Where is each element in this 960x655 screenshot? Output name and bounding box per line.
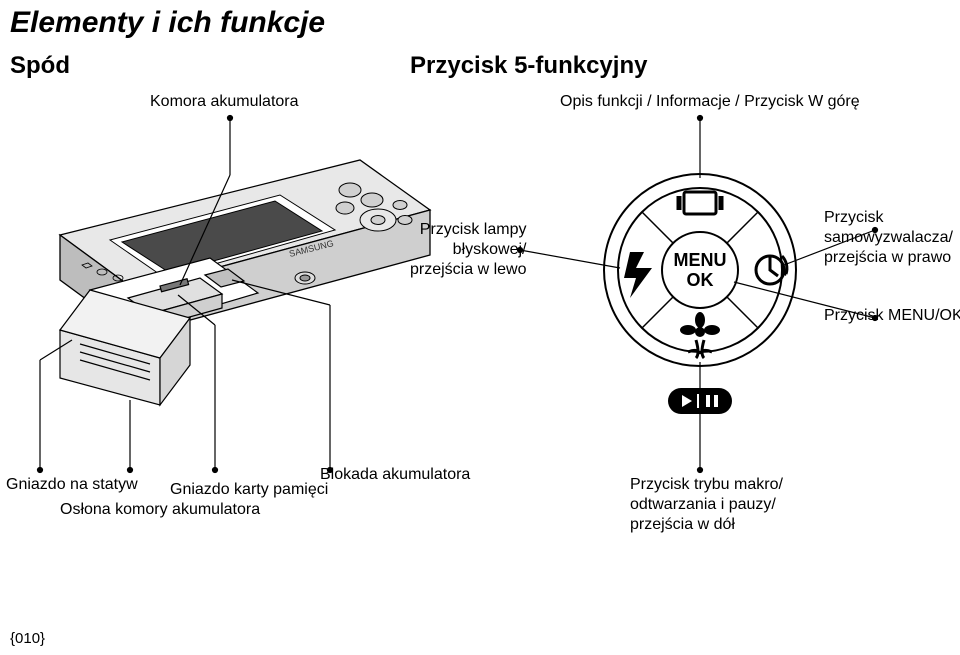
page-number: {010} <box>10 630 45 647</box>
menu-text: MENU <box>674 250 727 270</box>
label-lampa: Przycisk lampy błyskowej/ przejścia w le… <box>410 220 526 280</box>
label-opis: Opis funkcji / Informacje / Przycisk W g… <box>560 92 860 112</box>
label-blokada: Blokada akumulatora <box>320 465 470 485</box>
label-gniazdo-statyw: Gniazdo na statyw <box>6 475 138 495</box>
subtitle-5way: Przycisk 5-funkcyjny <box>410 52 647 80</box>
label-makro: Przycisk trybu makro/ odtwarzania i pauz… <box>630 475 783 535</box>
label-komora: Komora akumulatora <box>150 92 299 112</box>
diagram-area: SAMSUNG <box>0 80 960 560</box>
subtitle-bottom: Spód <box>10 52 70 80</box>
label-menuok: Przycisk MENU/OK <box>824 306 960 326</box>
page-title: Elementy i ich funkcje <box>10 6 325 40</box>
label-oslona: Osłona komory akumulatora <box>60 500 260 520</box>
label-gniazdo-karty: Gniazdo karty pamięci <box>170 480 328 500</box>
label-samo: Przycisk samowyzwalacza/ przejścia w pra… <box>824 208 953 268</box>
ok-text: OK <box>687 270 714 290</box>
dpad-illustration: MENU OK <box>470 100 950 500</box>
camera-illustration: SAMSUNG <box>0 100 470 500</box>
